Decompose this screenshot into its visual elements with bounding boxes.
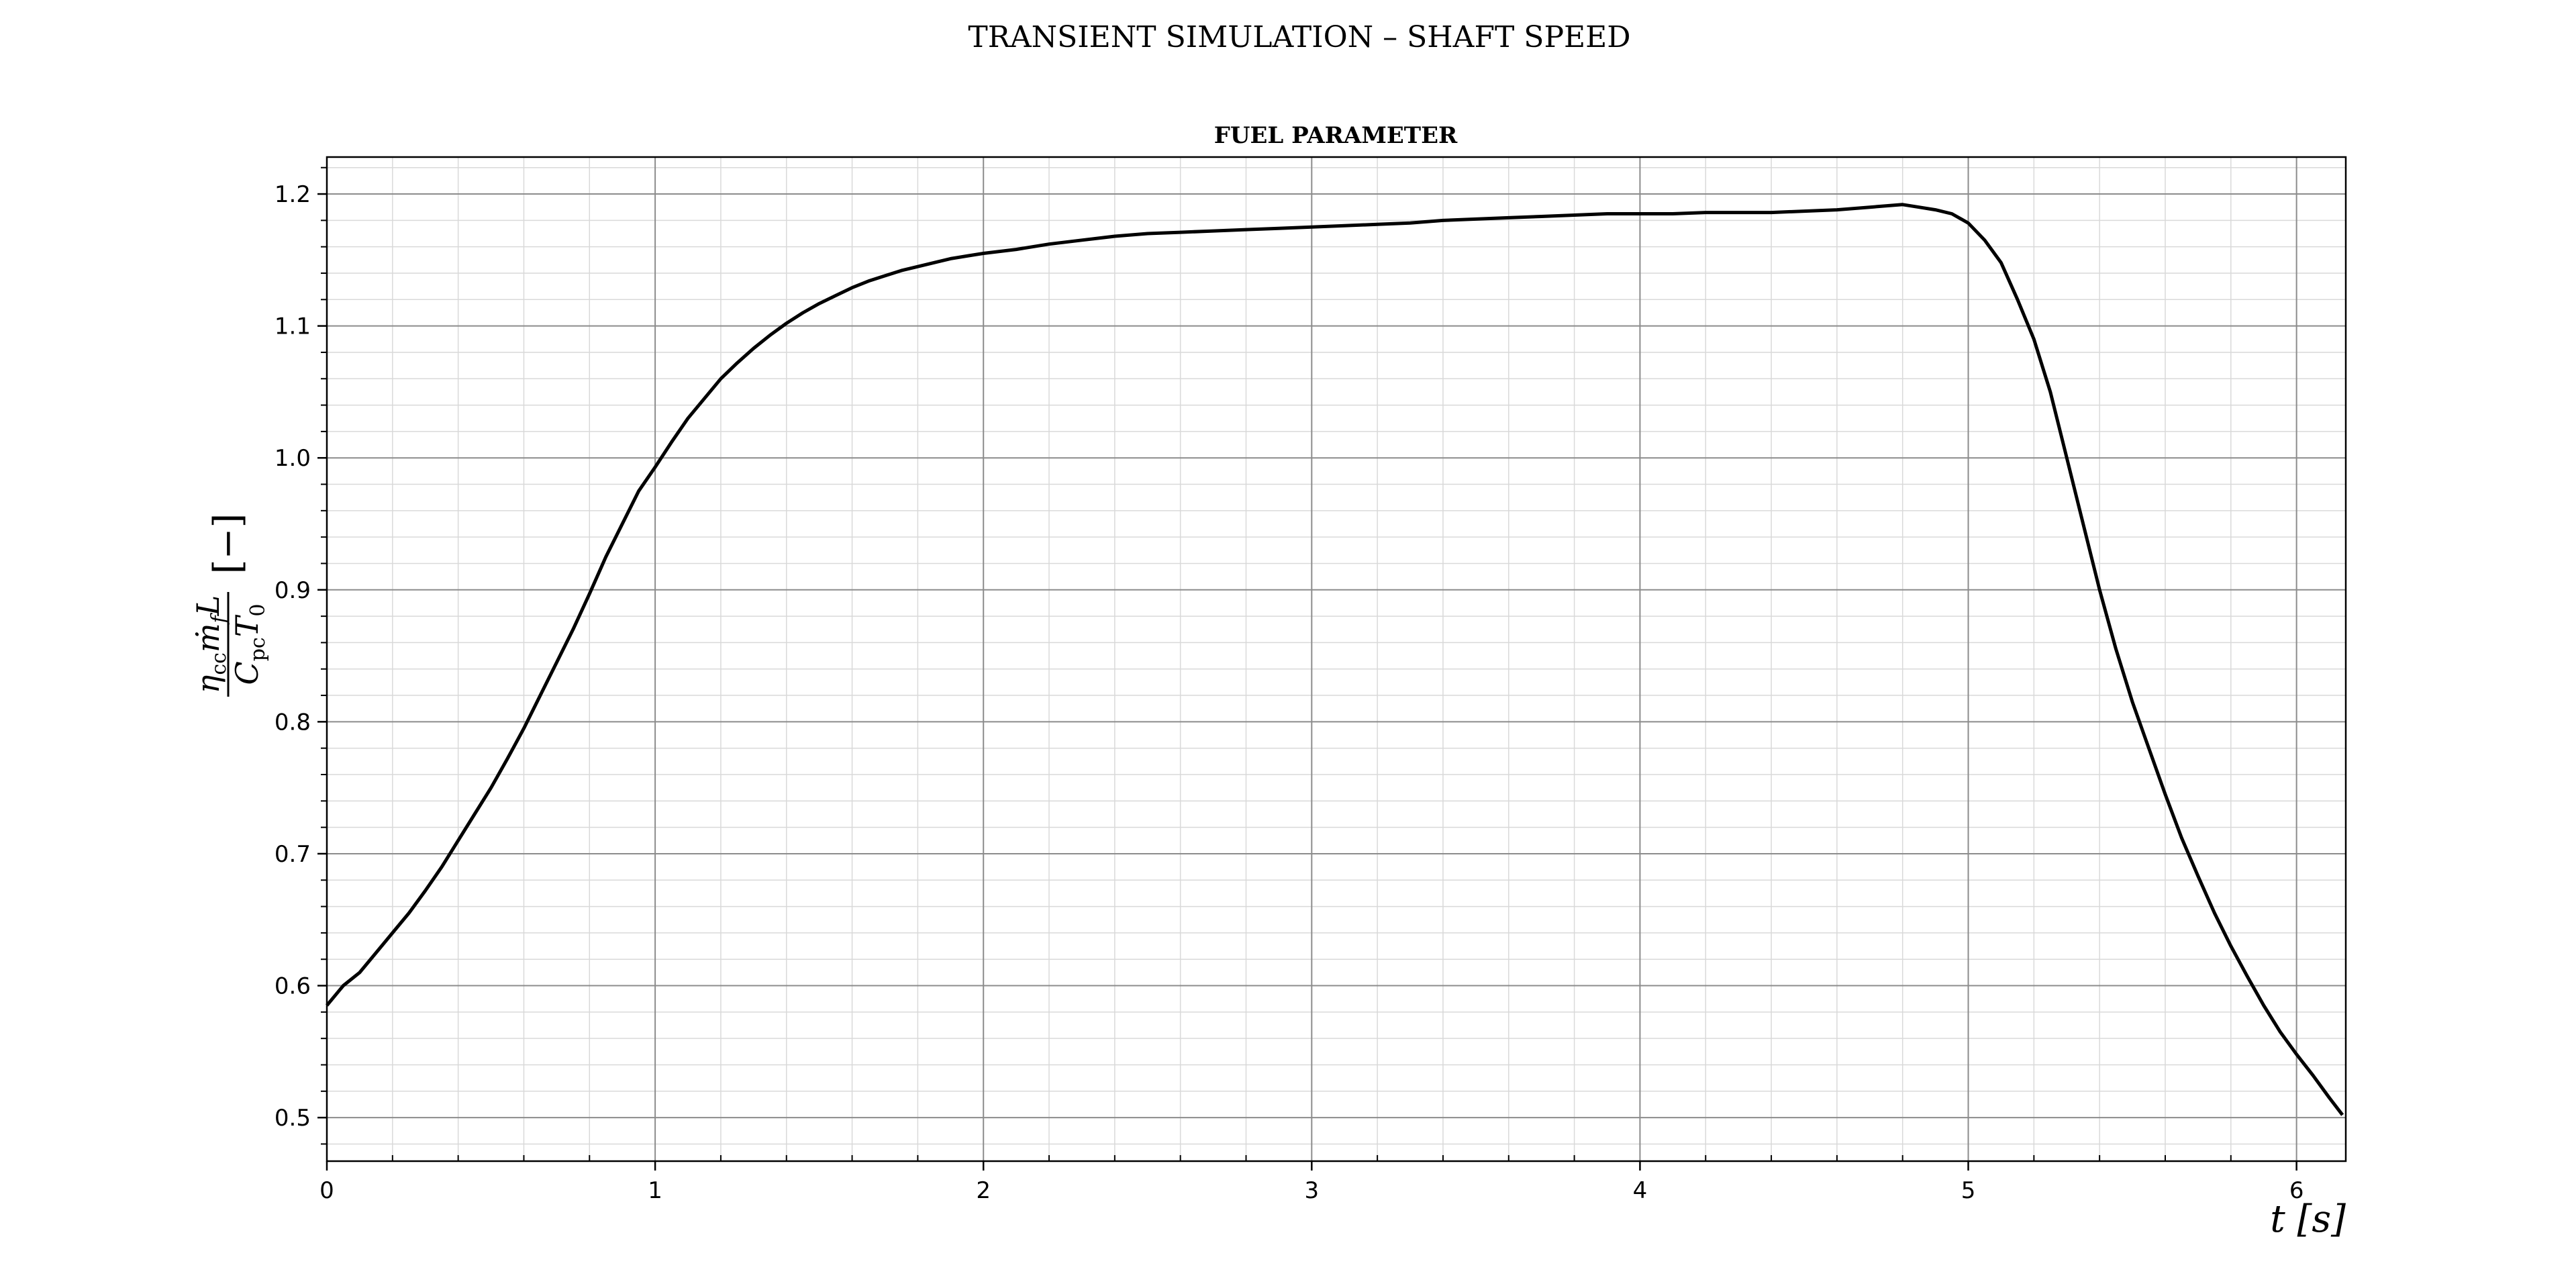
major-grid [326, 157, 2346, 1161]
y-axis-label-numerator: ηccṁfL [190, 595, 231, 693]
y-tick-label: 0.8 [275, 709, 311, 736]
y-tick-label: 1.1 [275, 313, 311, 340]
figure-suptitle: TRANSIENT SIMULATION – SHAFT SPEED [968, 20, 1630, 54]
x-tick-label: 5 [1961, 1177, 1976, 1204]
x-tick-label: 1 [648, 1177, 662, 1204]
x-tick-label: 3 [1304, 1177, 1319, 1204]
y-tick-label: 0.6 [275, 973, 311, 1000]
y-tick-label: 0.7 [275, 841, 311, 868]
y-tick-label: 0.9 [275, 577, 311, 604]
series-line [326, 203, 2344, 1116]
x-axis-label: t [s] [2270, 1197, 2346, 1241]
y-tick-label: 1.2 [275, 181, 311, 208]
y-axis: 0.5 0.6 0.7 0.8 0.9 1.0 1.1 1.2 [275, 166, 327, 1145]
y-axis-label: ηccṁfL CpcT0 [−] [190, 513, 270, 697]
y-axis-label-unit: [−] [206, 513, 250, 575]
x-tick-label: 6 [2289, 1177, 2304, 1204]
y-axis-label-denominator: CpcT0 [229, 604, 270, 685]
y-tick-label: 0.5 [275, 1105, 311, 1132]
axes-frame [326, 156, 2347, 1162]
plot-area [326, 156, 2347, 1162]
x-axis: 0 1 2 3 4 5 6 [319, 1155, 2303, 1204]
x-tick-label: 2 [976, 1177, 991, 1204]
axes-title: FUEL PARAMETER [1214, 122, 1458, 149]
x-tick-label: 0 [319, 1177, 334, 1204]
y-tick-label: 1.0 [275, 445, 311, 472]
x-tick-label: 4 [1633, 1177, 1648, 1204]
